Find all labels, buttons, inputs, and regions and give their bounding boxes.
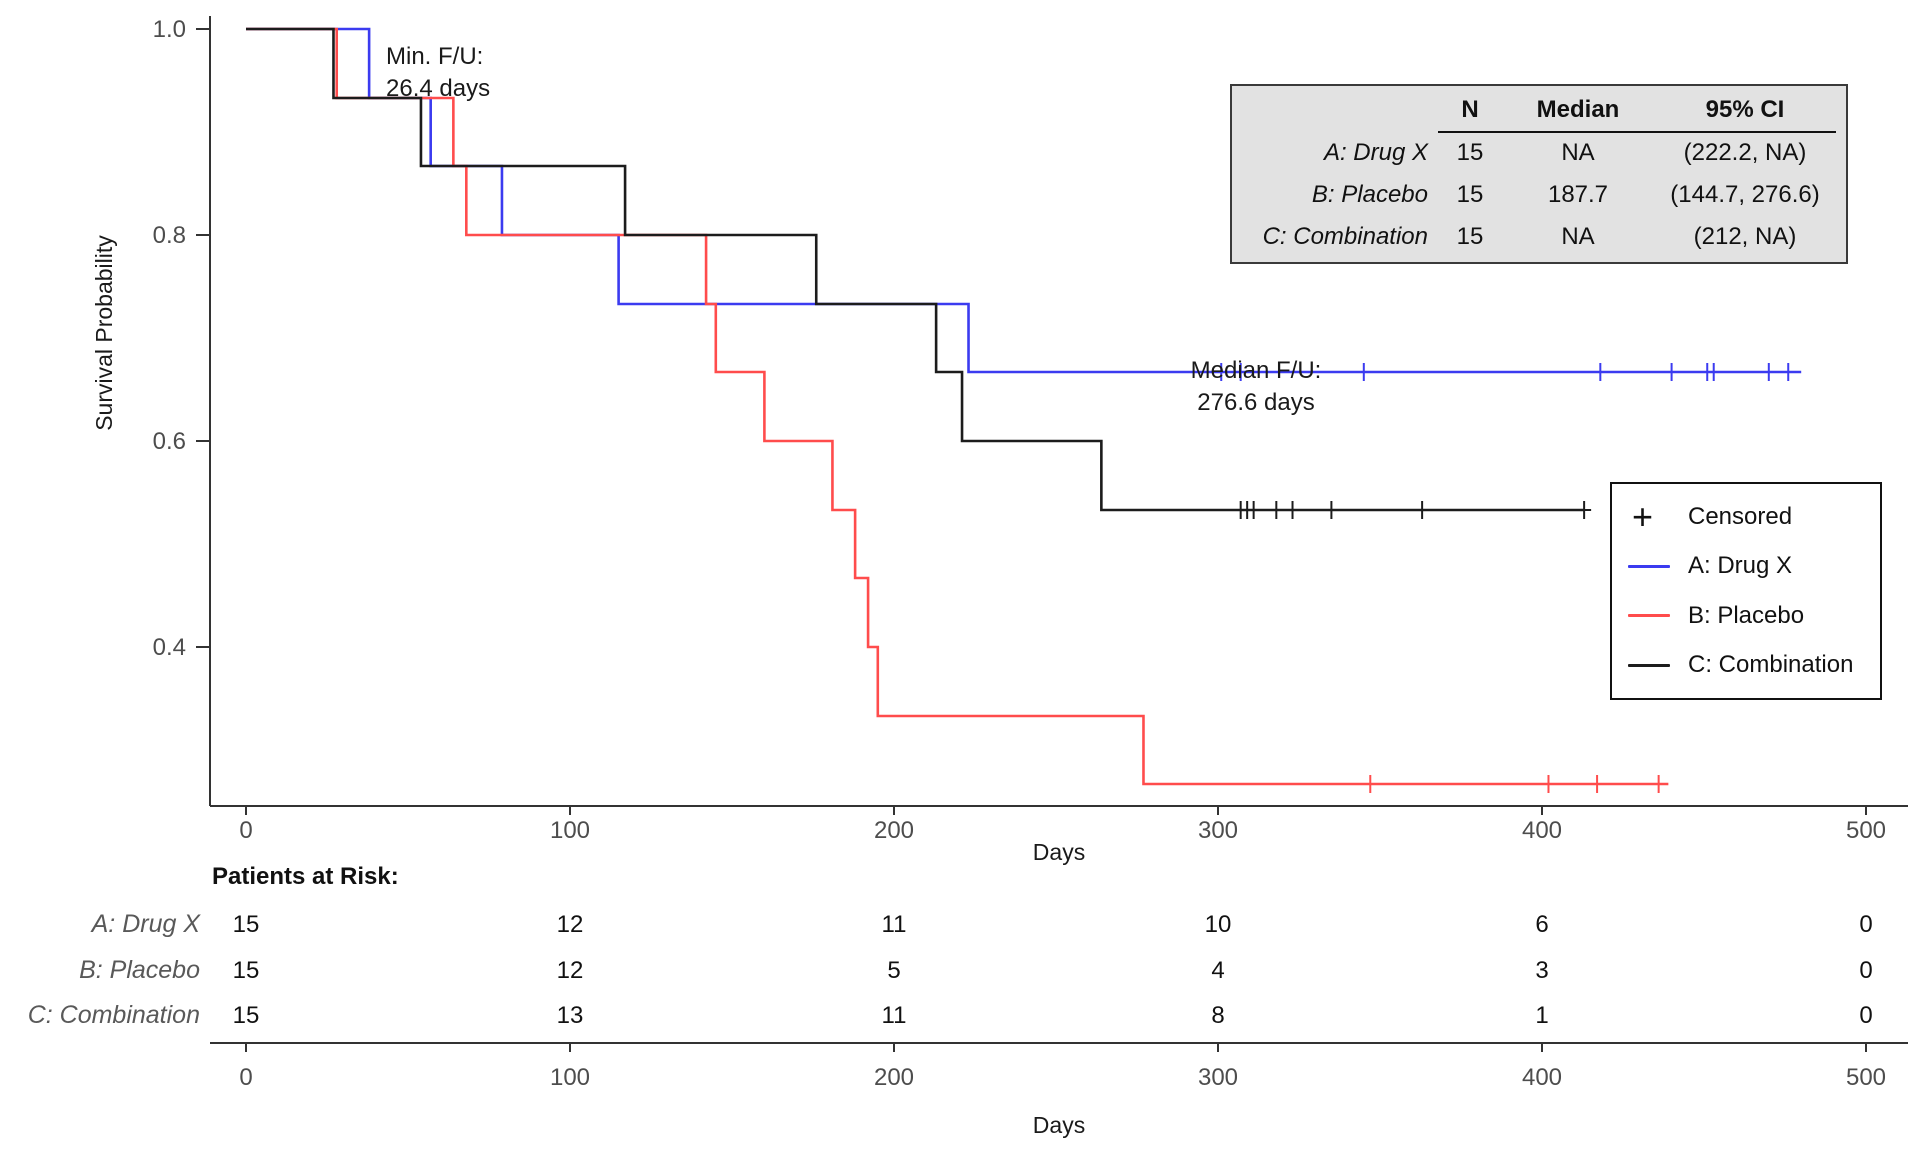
x-tick-label: 0 xyxy=(239,817,252,844)
risk-axis-title: Days xyxy=(1033,1112,1085,1138)
plus-glyph: + xyxy=(1632,495,1654,537)
table-row-label: C: Combination xyxy=(1262,223,1428,250)
color-key xyxy=(1628,663,1670,667)
risk-tick-label: 400 xyxy=(1522,1064,1562,1091)
table-header-n: N xyxy=(1438,89,1502,133)
survival-median-table: N Median 95% CI A: Drug X 15 NA (222.2, NA) B: … xyxy=(1230,84,1848,264)
table-cell-median: 187.7 xyxy=(1547,181,1609,208)
legend-item-censored: + Censored xyxy=(1628,495,1880,539)
table-cell-n: 15 xyxy=(1456,181,1484,208)
table-cell-median: NA xyxy=(1561,139,1595,166)
table-row-label: B: Placebo xyxy=(1311,181,1428,208)
y-tick-label: 0.6 xyxy=(153,428,186,455)
table-cell-ci: (212, NA) xyxy=(1693,223,1797,250)
legend-line-key-icon xyxy=(1628,614,1688,618)
censored-plus-icon: + xyxy=(1628,495,1688,537)
legend-label: B: Placebo xyxy=(1688,601,1805,629)
km-curve-drug-x xyxy=(246,27,1802,374)
km-curve-placebo xyxy=(246,27,1669,786)
at-risk-count: 5 xyxy=(887,957,900,984)
y-axis-title: Survival Probability xyxy=(91,235,117,431)
x-tick-label: 100 xyxy=(550,817,590,844)
y-tick-label: 1.0 xyxy=(153,16,186,43)
table-cell-n: 15 xyxy=(1456,139,1484,166)
at-risk-count: 6 xyxy=(1535,911,1548,938)
x-tick-label: 500 xyxy=(1846,817,1886,844)
x-tick-label: 200 xyxy=(874,817,914,844)
x-tick-label: 300 xyxy=(1198,817,1238,844)
legend: + Censored A: Drug X B: Placebo C: Combinati… xyxy=(1610,482,1882,700)
table-row-label: A: Drug X xyxy=(1323,139,1428,166)
at-risk-count: 12 xyxy=(557,957,584,984)
legend-item-b-placebo: B: Placebo xyxy=(1628,594,1880,638)
color-key xyxy=(1628,564,1670,568)
color-key xyxy=(1628,614,1670,618)
table-corner-cell xyxy=(1232,90,1438,132)
at-risk-row-label: C: Combination xyxy=(28,1001,200,1029)
at-risk-count: 15 xyxy=(233,911,260,938)
risk-tick-label: 100 xyxy=(550,1064,590,1091)
legend-line-key-icon xyxy=(1628,564,1688,568)
at-risk-count: 13 xyxy=(557,1002,584,1029)
at-risk-count: 15 xyxy=(233,1002,260,1029)
at-risk-count: 1 xyxy=(1535,1002,1548,1029)
median-fu-annotation: 276.6 days xyxy=(1197,389,1314,416)
at-risk-count: 3 xyxy=(1535,957,1548,984)
legend-label: Censored xyxy=(1688,502,1793,530)
at-risk-count: 11 xyxy=(882,911,907,938)
at-risk-count: 0 xyxy=(1859,911,1872,938)
risk-tick-label: 200 xyxy=(874,1064,914,1091)
at-risk-count: 10 xyxy=(1205,911,1232,938)
at-risk-count: 11 xyxy=(882,1002,907,1029)
median-fu-annotation: Median F/U: xyxy=(1191,357,1322,384)
at-risk-count: 15 xyxy=(233,957,260,984)
x-tick-label: 400 xyxy=(1522,817,1562,844)
min-fu-annotation: Min. F/U: xyxy=(386,43,483,70)
table-cell-n: 15 xyxy=(1456,223,1484,250)
table-cell-ci: (222.2, NA) xyxy=(1683,139,1807,166)
table-header-95-ci: 95% CI xyxy=(1654,89,1836,133)
y-tick-label: 0.8 xyxy=(153,222,186,249)
risk-tick-label: 300 xyxy=(1198,1064,1238,1091)
risk-tick-label: 0 xyxy=(239,1064,252,1091)
at-risk-count: 4 xyxy=(1211,957,1224,984)
min-fu-annotation: 26.4 days xyxy=(386,75,490,102)
legend-item-c-combination: C: Combination xyxy=(1628,643,1880,687)
table-header-median: Median xyxy=(1502,89,1654,133)
at-risk-title: Patients at Risk: xyxy=(212,863,399,890)
legend-label: C: Combination xyxy=(1688,651,1854,679)
x-axis-title: Days xyxy=(1033,839,1085,865)
legend-label: A: Drug X xyxy=(1688,552,1793,580)
at-risk-count: 0 xyxy=(1859,957,1872,984)
at-risk-row-label: A: Drug X xyxy=(90,910,202,938)
at-risk-count: 8 xyxy=(1211,1002,1224,1029)
km-curve-combination xyxy=(246,27,1585,512)
legend-item-a-drug-x: A: Drug X xyxy=(1628,544,1880,588)
at-risk-row-label: B: Placebo xyxy=(79,956,200,984)
y-tick-label: 0.4 xyxy=(153,634,186,661)
table-cell-median: NA xyxy=(1561,223,1595,250)
table-cell-ci: (144.7, 276.6) xyxy=(1670,181,1820,208)
at-risk-count: 0 xyxy=(1859,1002,1872,1029)
legend-line-key-icon xyxy=(1628,663,1688,667)
at-risk-count: 12 xyxy=(557,911,584,938)
risk-tick-label: 500 xyxy=(1846,1064,1886,1091)
